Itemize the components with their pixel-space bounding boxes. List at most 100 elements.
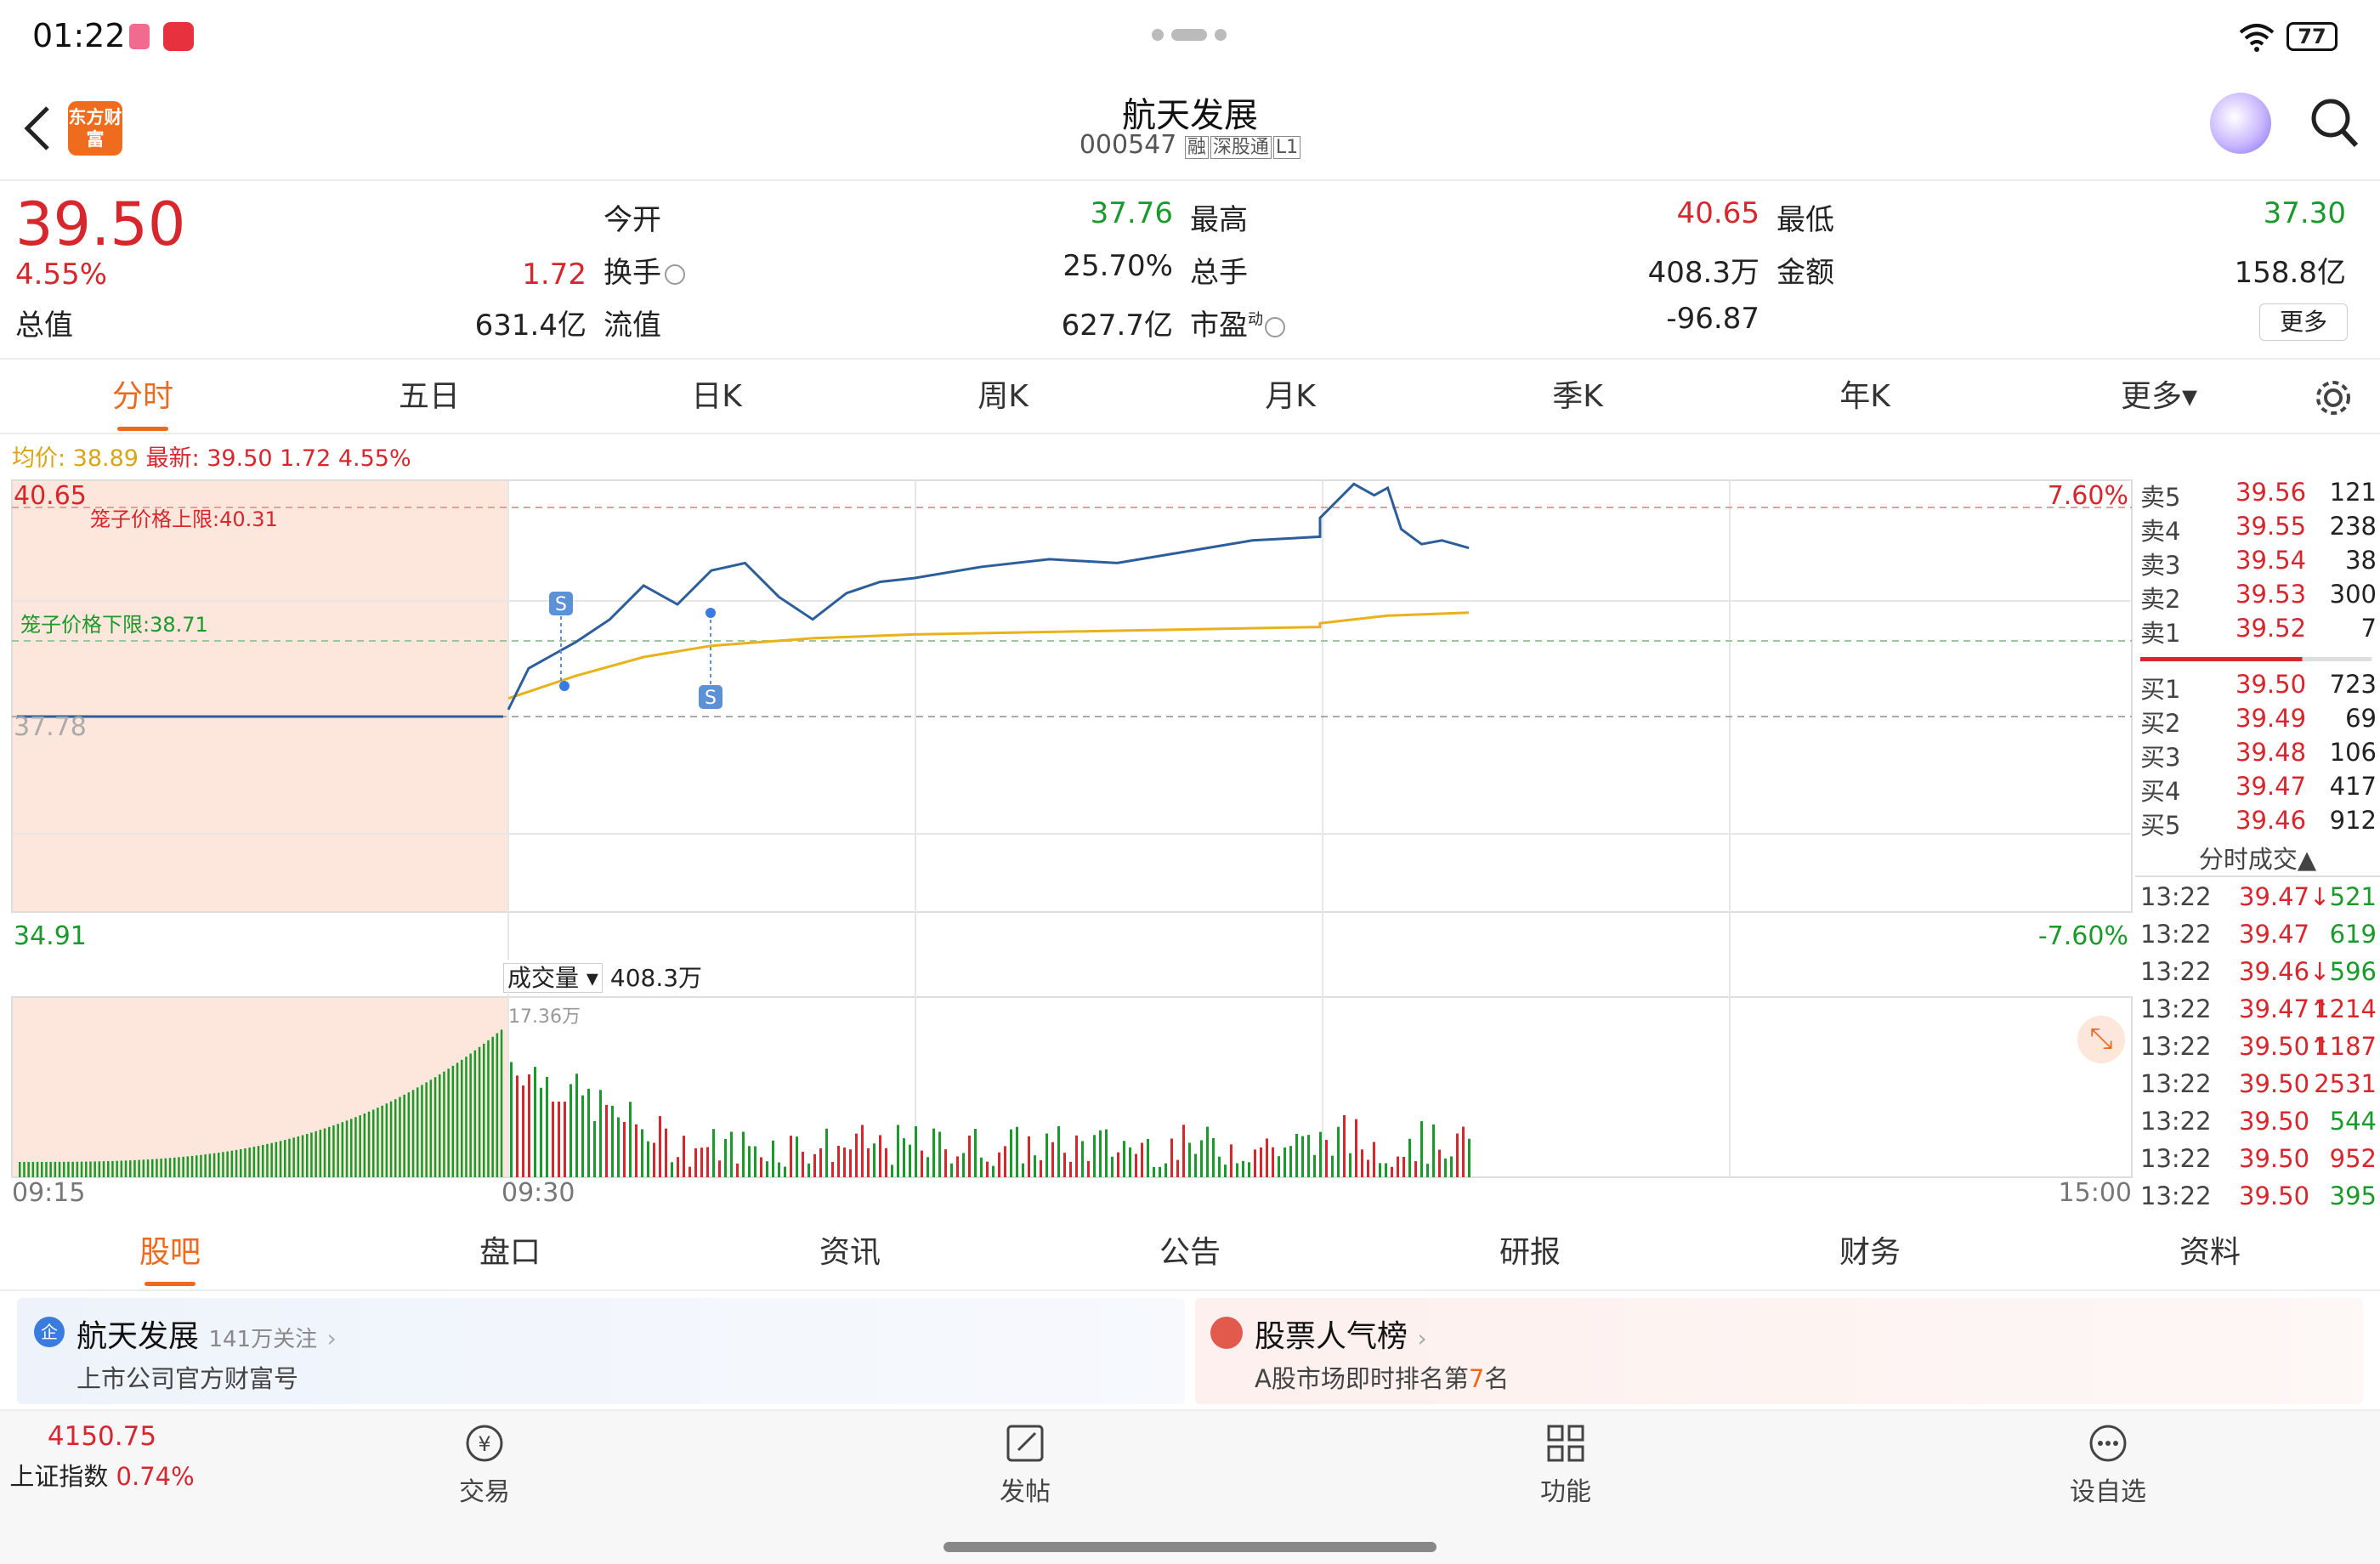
volume-bar [700, 1148, 703, 1177]
tab-quarterly[interactable]: 季K [1552, 379, 1603, 414]
ticks-toggle[interactable]: 分时成交▲ [2198, 845, 2317, 874]
volume-bar [196, 1155, 198, 1177]
tab-five-day[interactable]: 五日 [398, 379, 460, 414]
index-ticker[interactable]: 4150.75 上证指数 0.74% [0, 1421, 204, 1493]
volume-bar [416, 1087, 419, 1177]
search-icon[interactable] [2309, 94, 2363, 154]
functions-button[interactable]: 功能 [1481, 1420, 1651, 1508]
bid-row[interactable]: 买1 39.50 723 [2135, 670, 2380, 704]
tab-yearly[interactable]: 年K [1839, 379, 1890, 414]
info-icon[interactable] [665, 264, 685, 285]
volume-bar [1218, 1156, 1221, 1177]
more-button[interactable]: 更多 [2259, 303, 2348, 341]
volume-bar [909, 1144, 911, 1177]
volume-dropdown[interactable]: 成交量 ▾ [503, 963, 603, 993]
volume-bar [1230, 1144, 1232, 1177]
volume-bar [439, 1074, 441, 1177]
chart-info-line: 均价: 38.89 最新: 39.50 1.72 4.55% [12, 439, 411, 473]
ask-row[interactable]: 卖1 39.52 7 [2135, 614, 2380, 648]
tab-announcements[interactable]: 公告 [1159, 1235, 1221, 1270]
tab-handicap[interactable]: 盘口 [479, 1235, 541, 1270]
edit-post-icon [1006, 1425, 1044, 1462]
volume-bar [447, 1068, 450, 1177]
volume-bar [41, 1161, 43, 1177]
volume-bar [63, 1161, 65, 1177]
volume-bar [107, 1161, 110, 1177]
volume-bar [491, 1036, 494, 1177]
trade-button[interactable]: ¥ 交易 [400, 1420, 570, 1508]
volume-bar [465, 1057, 468, 1177]
volume-bar [71, 1161, 74, 1177]
volume-bar [802, 1152, 804, 1177]
volume-bar [319, 1130, 322, 1177]
volume-bar [1004, 1146, 1006, 1177]
bid-row[interactable]: 买2 39.49 69 [2135, 704, 2380, 738]
post-button[interactable]: 发帖 [940, 1420, 1110, 1508]
tab-more[interactable]: 更多▾ [2120, 379, 2198, 414]
value-low: 37.30 [2263, 196, 2346, 230]
back-icon[interactable] [20, 103, 54, 154]
volume-bar [730, 1131, 733, 1177]
settings-gear-icon[interactable] [2312, 377, 2354, 419]
assistant-robot-icon[interactable] [2210, 93, 2271, 154]
trade-tick-row: 13:22 39.47 619 [2135, 920, 2380, 957]
volume-bar [915, 1126, 917, 1177]
tab-research[interactable]: 研报 [1499, 1235, 1561, 1270]
volume-bar [1248, 1162, 1250, 1177]
tab-daily[interactable]: 日K [691, 379, 742, 414]
bid-row[interactable]: 买5 39.46 912 [2135, 806, 2380, 840]
stock-code: 000547 [1079, 130, 1177, 160]
ask-row[interactable]: 卖3 39.54 38 [2135, 546, 2380, 580]
volume-bar [341, 1122, 344, 1177]
value-high: 40.65 [1676, 196, 1760, 230]
volume-selector[interactable]: 成交量 ▾ 408.3万 [503, 960, 703, 994]
volume-bar [1444, 1158, 1447, 1177]
price-line [507, 482, 1470, 711]
volume-max-label: 17.36万 [508, 1006, 581, 1028]
volume-bar [456, 1062, 459, 1177]
svg-text:¥: ¥ [478, 1432, 490, 1456]
multitask-handle[interactable] [1171, 29, 1207, 41]
volume-bar [1040, 1160, 1042, 1177]
label-high: 最高 [1190, 203, 1248, 237]
chart-period-tabs: 分时 五日 日K 周K 月K 季K 年K 更多▾ [0, 360, 2380, 434]
volume-bar [270, 1142, 273, 1177]
ask-row[interactable]: 卖4 39.55 238 [2135, 512, 2380, 546]
tick-time: 13:22 [2140, 920, 2212, 949]
tab-weekly[interactable]: 周K [978, 379, 1028, 414]
tab-finance[interactable]: 财务 [1839, 1235, 1901, 1270]
ask-row[interactable]: 卖2 39.53 300 [2135, 580, 2380, 614]
volume-bar [659, 1116, 661, 1177]
tab-forum[interactable]: 股吧 [85, 1215, 255, 1291]
popularity-rank-card[interactable]: 股票人气榜 › A股市场即时排名第7名 [1195, 1298, 2363, 1404]
volume-bar [623, 1121, 626, 1177]
intraday-chart-area[interactable]: 均价: 38.89 最新: 39.50 1.72 4.55% S [0, 434, 2380, 1215]
sell-marker[interactable] [549, 592, 573, 615]
tab-news[interactable]: 资讯 [819, 1235, 881, 1270]
sell-marker[interactable] [699, 685, 722, 709]
volume-bar [593, 1121, 596, 1177]
level-volume: 38 [2345, 546, 2377, 575]
tick-time: 13:22 [2140, 1144, 2212, 1173]
volume-bar [367, 1111, 371, 1177]
bid-row[interactable]: 买4 39.47 417 [2135, 772, 2380, 806]
tab-monthly[interactable]: 月K [1265, 379, 1316, 414]
tab-intraday[interactable]: 分时 [58, 360, 228, 434]
volume-bar [328, 1126, 331, 1177]
volume-bar [1182, 1125, 1185, 1177]
home-indicator[interactable] [944, 1542, 1436, 1552]
volume-bar [992, 1165, 994, 1177]
level-price: 39.53 [2236, 580, 2307, 609]
level-volume: 300 [2329, 580, 2377, 609]
price-volume-chart[interactable]: S S 40.65 37.78 34.91 7.60% -7.60% 笼子价格上… [0, 434, 2134, 1215]
info-icon[interactable] [1265, 316, 1285, 337]
volume-bar [1081, 1141, 1084, 1177]
ask-row[interactable]: 卖5 39.56 121 [2135, 478, 2380, 512]
bid-row[interactable]: 买3 39.48 106 [2135, 738, 2380, 772]
tab-profile[interactable]: 资料 [2179, 1235, 2241, 1270]
level-label: 卖5 [2140, 483, 2181, 512]
expand-chart-icon[interactable]: ⤡ [2077, 1016, 2125, 1063]
company-account-card[interactable]: 企 航天发展 141万关注 › 上市公司官方财富号 [17, 1298, 1185, 1404]
add-watchlist-button[interactable]: 设自选 [2023, 1420, 2193, 1508]
volume-bar [151, 1159, 154, 1177]
